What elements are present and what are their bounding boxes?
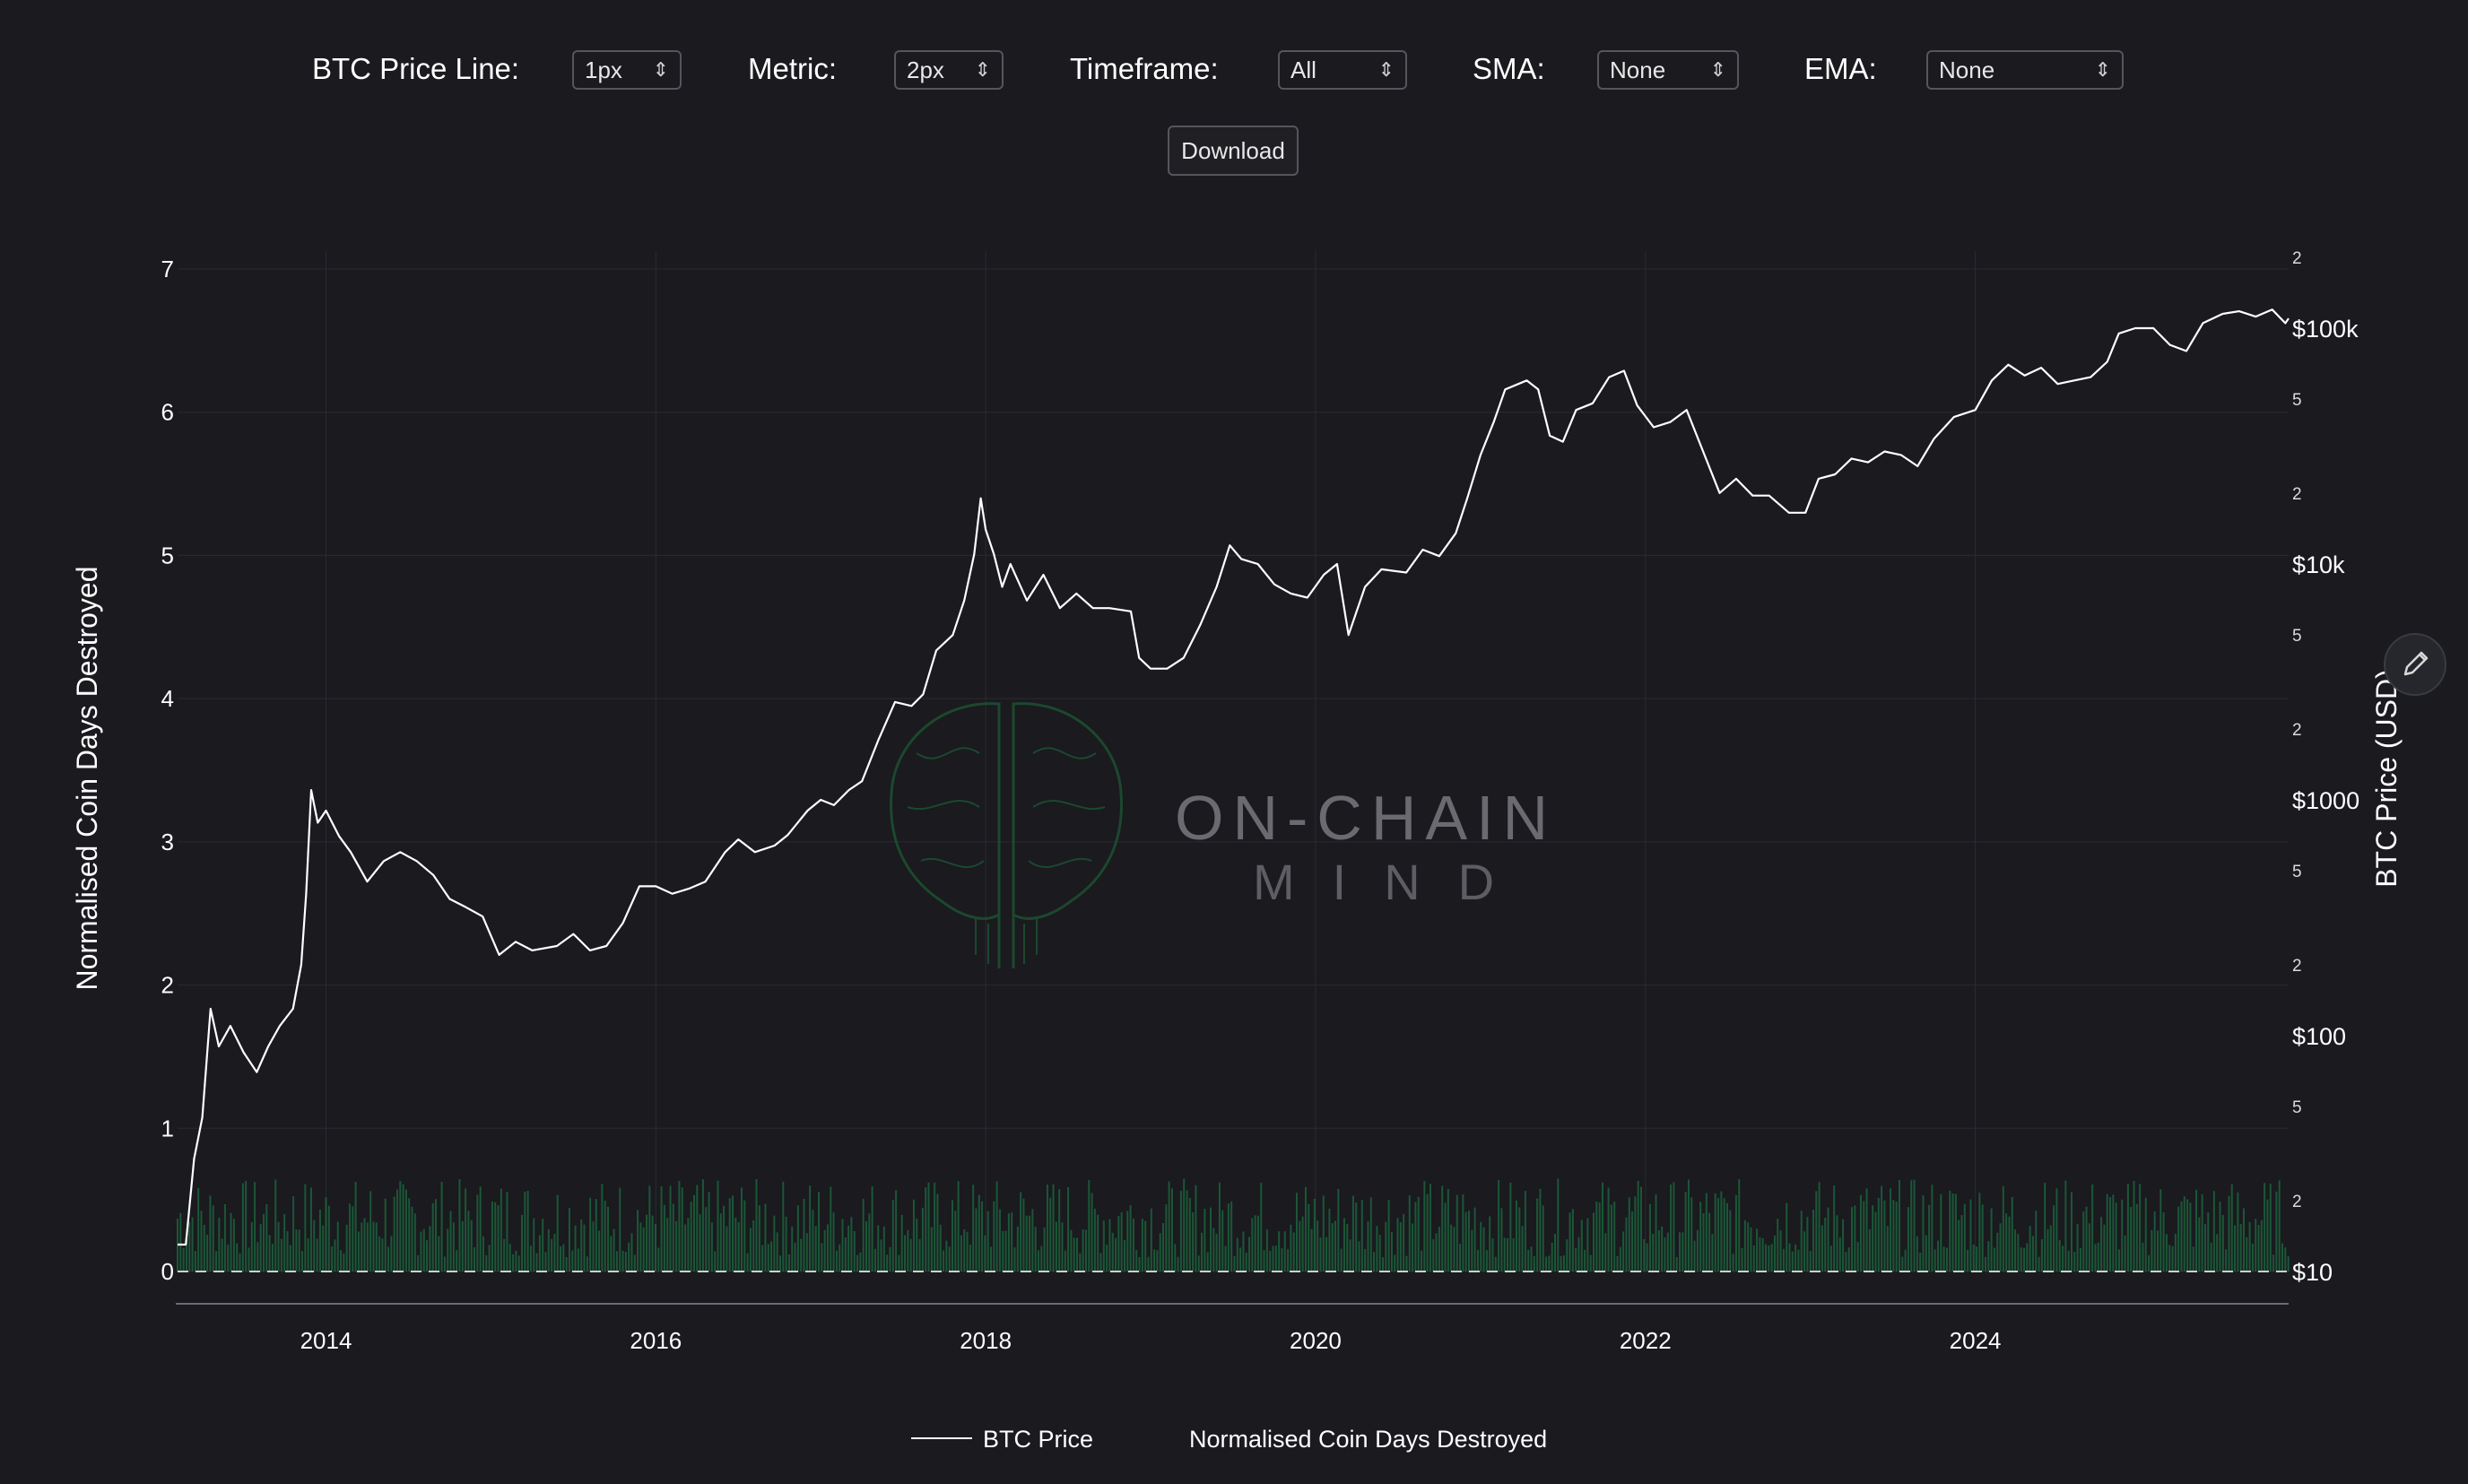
metric-label: Metric: <box>748 52 837 85</box>
y2-minor-tick-label: 5 <box>2292 863 2302 881</box>
sma-value: None <box>1610 56 1666 83</box>
updown-chevron-icon: ⇕ <box>2094 58 2111 81</box>
metric-bars <box>177 311 2290 1271</box>
timeframe-select[interactable]: All ⇕ <box>1278 50 1407 90</box>
btc-line-select[interactable]: 1px ⇕ <box>572 50 682 90</box>
y-axis-title: Normalised Coin Days Destroyed <box>71 566 103 990</box>
x-tick-label: 2022 <box>1620 1327 1672 1354</box>
btc-line-label: BTC Price Line: <box>312 52 520 85</box>
y2-minor-tick-label: 5 <box>2292 1098 2302 1117</box>
y2-axis-title: BTC Price (USD) <box>2370 669 2403 888</box>
download-button[interactable]: Download <box>1168 126 1299 176</box>
y-tick-label: 4 <box>161 685 174 712</box>
btc-line-value: 1px <box>585 56 622 83</box>
y-tick-label: 7 <box>161 256 174 282</box>
updown-chevron-icon: ⇕ <box>974 58 991 81</box>
y2-tick-label: $10k <box>2292 551 2345 578</box>
ema-value: None <box>1939 56 1995 83</box>
pencil-icon <box>2403 651 2429 676</box>
sma-select[interactable]: None ⇕ <box>1597 50 1739 90</box>
x-tick-label: 2014 <box>300 1327 352 1354</box>
y2-minor-tick-label: 2 <box>2292 957 2302 976</box>
x-tick-label: 2020 <box>1290 1327 1342 1354</box>
legend-btc-price[interactable]: BTC Price <box>983 1426 1093 1453</box>
y2-minor-tick-label: 2 <box>2292 1193 2302 1211</box>
x-axis-ticks: 2014 2016 2018 2020 2022 2024 <box>300 1327 2002 1354</box>
y2-tick-label: $100k <box>2292 316 2359 343</box>
grid <box>178 251 2289 1272</box>
y2-minor-tick-label: 2 <box>2292 721 2302 740</box>
sma-label: SMA: <box>1473 52 1545 85</box>
y-tick-label: 5 <box>161 542 174 568</box>
metric-select[interactable]: 2px ⇕ <box>894 50 1004 90</box>
legend-cdd[interactable]: Normalised Coin Days Destroyed <box>1189 1426 1547 1453</box>
updown-chevron-icon: ⇕ <box>1709 58 1726 81</box>
watermark: ON-CHAIN MIND <box>890 702 1557 968</box>
timeframe-label: Timeframe: <box>1070 52 1219 85</box>
metric-value: 2px <box>907 56 944 83</box>
y-tick-label: 3 <box>161 829 174 855</box>
updown-chevron-icon: ⇕ <box>652 58 669 81</box>
y-tick-label: 1 <box>161 1115 174 1141</box>
x-tick-label: 2016 <box>630 1327 682 1354</box>
y2-minor-tick-label: 2 <box>2292 485 2302 504</box>
y2-tick-label: $1000 <box>2292 787 2359 814</box>
timeframe-value: All <box>1290 56 1317 83</box>
x-tick-label: 2024 <box>1950 1327 2002 1354</box>
y-tick-label: 0 <box>161 1258 174 1285</box>
btc-price-line <box>178 308 2290 1246</box>
y2-minor-tick-label: 5 <box>2292 391 2302 410</box>
watermark-line2: MIND <box>1253 854 1532 910</box>
x-tick-label: 2018 <box>960 1327 1012 1354</box>
y2-tick-label: $100 <box>2292 1023 2346 1050</box>
updown-chevron-icon: ⇕ <box>1377 58 1395 81</box>
watermark-line1: ON-CHAIN <box>1175 783 1557 853</box>
brain-logo <box>890 702 1123 968</box>
y2-minor-tick-label: 2 <box>2292 249 2302 268</box>
edit-button[interactable] <box>2384 633 2446 696</box>
y-tick-label: 6 <box>161 399 174 426</box>
y-axis-ticks: 0 1 2 3 4 5 6 7 <box>161 256 174 1285</box>
ema-label: EMA: <box>1804 52 1877 85</box>
y2-tick-label: $10 <box>2292 1259 2333 1286</box>
controls-bar: BTC Price Line: 1px ⇕ Metric: 2px ⇕ Time… <box>0 45 2468 95</box>
ema-select[interactable]: None ⇕ <box>1926 50 2124 90</box>
y2-axis-ticks: $10 $100 $1000 $10k $100k 2 5 2 5 2 5 2 5 2 <box>2292 249 2359 1286</box>
legend: BTC Price Normalised Coin Days Destroyed <box>911 1426 1547 1453</box>
y2-minor-tick-label: 5 <box>2292 627 2302 646</box>
y-tick-label: 2 <box>161 972 174 999</box>
